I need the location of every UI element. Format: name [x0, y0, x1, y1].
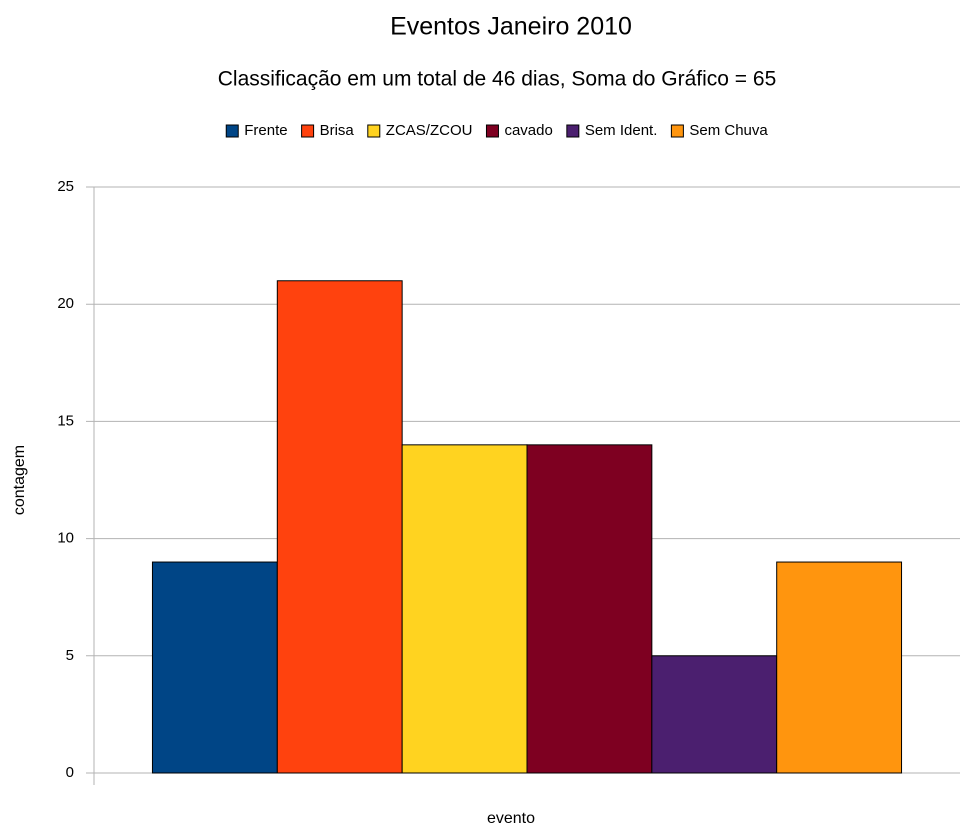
y-axis-label: contagem: [11, 445, 28, 515]
legend-label: Sem Chuva: [689, 122, 768, 139]
bar: [776, 561, 903, 774]
legend: Frente Brisa ZCAS/ZCOU cavado Sem Ident. Sem …: [225, 122, 768, 139]
bars: [151, 280, 903, 774]
bar: [276, 280, 403, 774]
y-tick-label: 5: [66, 647, 74, 664]
legend-swatch: [225, 124, 239, 138]
y-tick-label: 10: [57, 530, 74, 547]
legend-label: cavado: [504, 122, 552, 139]
chart-title: Eventos Janeiro 2010: [390, 13, 632, 41]
bar: [151, 561, 278, 774]
legend-label: Brisa: [320, 122, 355, 139]
legend-swatch: [485, 124, 499, 138]
bar: [401, 444, 528, 774]
chart-subtitle: Classificação em um total de 46 dias, So…: [218, 68, 777, 91]
bar: [651, 655, 778, 774]
x-axis-label: evento: [487, 810, 535, 827]
legend-swatch: [566, 124, 580, 138]
y-tick-label: 0: [66, 764, 74, 781]
y-tick-label: 20: [57, 295, 74, 312]
axes: 0 5 10 15 20 25: [57, 178, 95, 785]
legend-label: Frente: [244, 122, 287, 139]
legend-label: ZCAS/ZCOU: [386, 122, 473, 139]
legend-swatch: [301, 124, 315, 138]
y-tick-label: 25: [57, 178, 74, 195]
legend-swatch: [367, 124, 381, 138]
y-tick-label: 15: [57, 412, 74, 429]
legend-label: Sem Ident.: [585, 122, 658, 139]
legend-swatch: [670, 124, 684, 138]
bar: [526, 444, 653, 774]
